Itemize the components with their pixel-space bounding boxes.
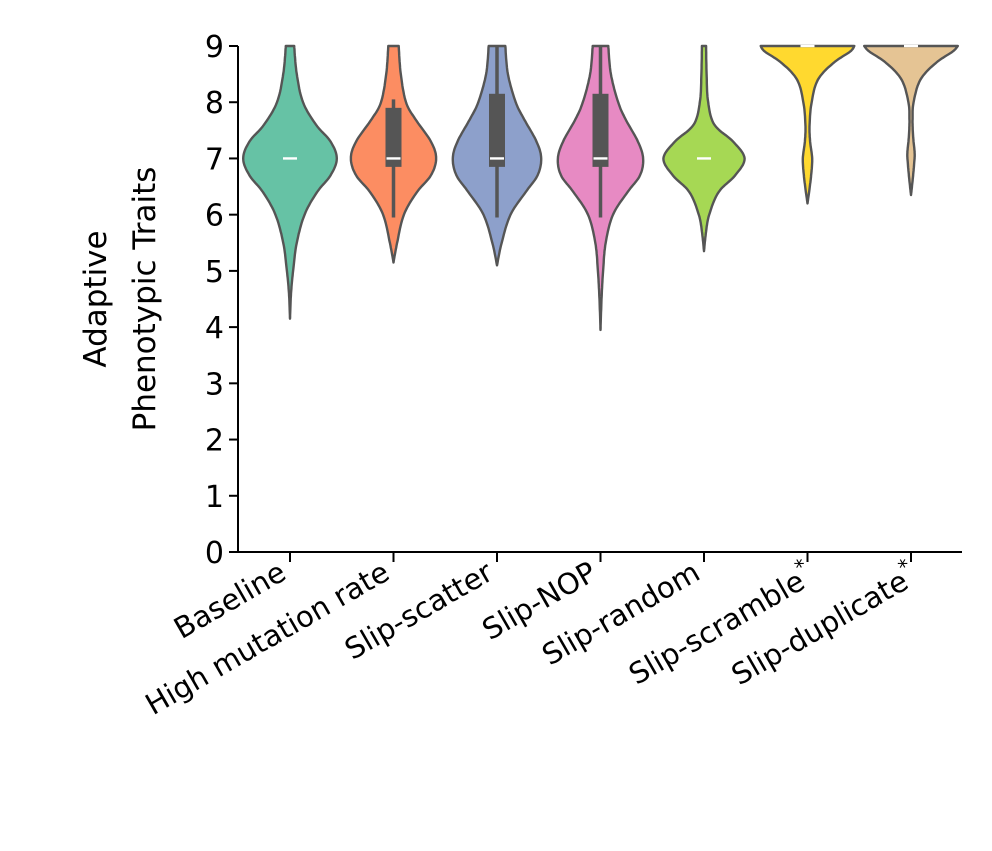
violin-body	[863, 44, 959, 197]
violin-5	[662, 44, 746, 253]
violin-3	[451, 44, 543, 267]
y-tick-label: 7	[205, 142, 224, 177]
y-tick-label: 3	[205, 367, 224, 402]
y-axis-title-line-1: Adaptive	[78, 230, 114, 367]
y-tick-label: 4	[205, 311, 224, 346]
y-tick-label: 6	[205, 199, 224, 234]
violin-body	[759, 44, 856, 205]
y-tick-label: 9	[205, 30, 224, 65]
violin-2	[349, 44, 438, 264]
violin-4	[556, 44, 645, 332]
violin-iqr-box	[385, 107, 402, 167]
y-tick-label: 2	[205, 424, 224, 459]
violin-1	[242, 44, 338, 320]
violin-body	[242, 44, 338, 320]
violin-6	[759, 44, 856, 205]
y-axis-title-line-2: Phenotypic Traits	[127, 167, 163, 432]
plot-area	[242, 44, 959, 332]
y-ticks: 0 1 2 3 4 5 6 7 8 9	[205, 30, 238, 571]
y-tick-label: 0	[205, 536, 224, 571]
y-tick-label: 5	[205, 255, 224, 290]
y-tick-label: 8	[205, 86, 224, 121]
violin-iqr-box	[489, 93, 505, 167]
y-axis: 0 1 2 3 4 5 6 7 8 9 Adaptive Phenotypic Traits	[78, 30, 239, 571]
y-tick-label: 1	[205, 480, 224, 515]
x-category-label: Slip-scramble*	[620, 553, 819, 691]
violins	[242, 44, 959, 332]
violin-7	[863, 44, 959, 197]
violin-body	[662, 44, 746, 253]
violin-iqr-box	[592, 93, 609, 167]
